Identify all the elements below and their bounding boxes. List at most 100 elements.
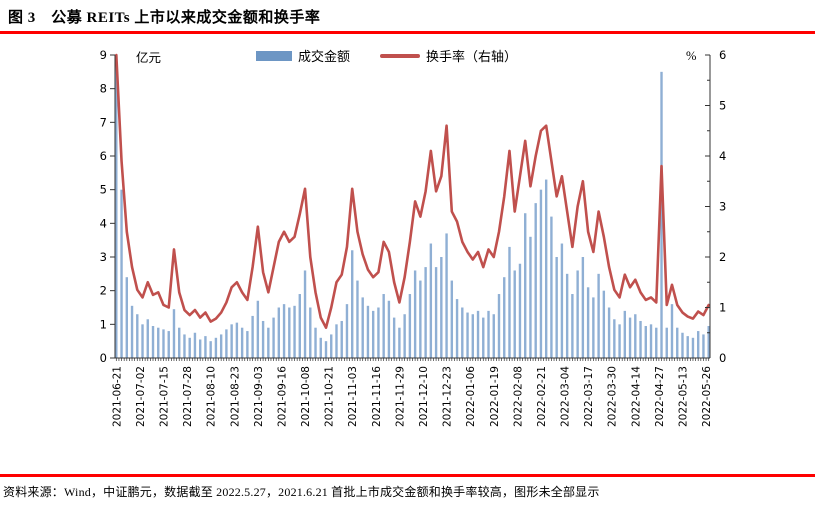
bar-amount	[492, 314, 495, 358]
bar-amount	[178, 327, 181, 358]
x-tick-label: 2021-10-08	[300, 366, 312, 427]
x-tick-label: 2022-05-13	[677, 366, 689, 427]
x-tick-label: 2022-03-04	[560, 366, 572, 427]
bar-amount	[146, 319, 149, 358]
bar-amount	[282, 304, 286, 358]
bar-amount	[235, 322, 239, 358]
bar-amount	[592, 297, 595, 358]
right-tick-label: 1	[719, 301, 726, 315]
bar-amount	[644, 326, 647, 358]
legend-item-turnover: 换手率（右轴）	[380, 46, 517, 65]
x-tick-label: 2022-03-30	[607, 366, 619, 427]
bar-amount	[219, 334, 223, 358]
figure-title: 图 3 公募 REITs 上市以来成交金额和换手率	[8, 10, 321, 26]
chart-legend: 成交金额 换手率（右轴）	[89, 46, 684, 65]
bar-amount	[424, 267, 427, 358]
bar-amount	[267, 327, 270, 358]
bar-amount	[466, 312, 469, 358]
bar-amount	[461, 307, 464, 358]
bar-amount	[167, 331, 170, 358]
legend-label-turnover: 换手率（右轴）	[426, 49, 518, 64]
left-tick-label: 0	[100, 351, 107, 365]
bar-amount	[246, 331, 249, 358]
x-tick-label: 2021-09-03	[253, 366, 265, 427]
x-tick-label: 2021-12-23	[442, 366, 454, 427]
bar-amount	[623, 310, 627, 358]
x-tick-label: 2021-07-28	[182, 366, 194, 427]
bar-amount	[560, 243, 564, 358]
x-tick-label: 2021-06-21	[111, 366, 123, 427]
line-turnover	[115, 53, 710, 329]
bar-amount	[508, 246, 511, 358]
right-tick-label: 4	[719, 149, 726, 163]
bar-amount	[157, 327, 160, 358]
bar-amount	[419, 280, 422, 358]
bar-amount	[702, 334, 705, 358]
bar-amount	[476, 310, 480, 358]
bar-amount	[330, 334, 333, 358]
x-tick-label: 2021-10-21	[324, 366, 336, 427]
right-axis-title: %	[686, 49, 697, 63]
bar-amount	[392, 317, 396, 358]
bar-amount	[340, 320, 343, 358]
left-tick-label: 8	[100, 82, 107, 96]
bar-amount	[225, 329, 228, 358]
legend-item-amount: 成交金额	[255, 46, 350, 65]
right-tick-label: 0	[719, 351, 726, 365]
bar-amount	[628, 317, 632, 358]
bar-amount	[497, 294, 501, 358]
x-tick-label: 2022-02-08	[512, 366, 524, 427]
x-tick-label: 2021-08-10	[206, 366, 218, 427]
bar-amount	[351, 250, 354, 358]
x-tick-label: 2021-12-10	[418, 366, 430, 427]
right-tick-label: 5	[719, 99, 726, 113]
bar-amount	[576, 270, 579, 358]
x-tick-label: 2021-11-29	[394, 366, 406, 427]
bar-amount	[686, 336, 689, 358]
right-tick-label: 2	[719, 250, 726, 264]
left-tick-label: 9	[100, 48, 107, 62]
x-tick-label: 2022-03-17	[583, 366, 595, 427]
bar-amount	[434, 267, 438, 358]
bar-amount	[445, 233, 448, 358]
bar-amount	[665, 327, 668, 358]
bar-amount	[272, 317, 275, 358]
bar-amount	[136, 314, 139, 358]
bar-amount	[214, 337, 218, 358]
bar-amount	[324, 341, 328, 358]
bar-amount	[398, 327, 401, 358]
bar-amount	[676, 327, 679, 358]
x-tick-label: 2022-02-21	[536, 366, 548, 427]
bar-amount	[172, 309, 176, 358]
bar-amount	[634, 314, 637, 358]
bar-amount	[529, 236, 532, 358]
bar-amount	[319, 337, 322, 358]
bar-amount	[471, 314, 474, 358]
bar-amount	[303, 270, 307, 358]
title-rule	[0, 31, 815, 34]
footer-rule	[0, 474, 815, 477]
x-tick-label: 2021-07-02	[135, 366, 147, 427]
bar-amount	[403, 314, 406, 358]
bar-amount	[455, 299, 459, 358]
bar-amount	[251, 315, 254, 358]
x-tick-label: 2022-01-06	[465, 366, 477, 427]
bar-amount	[335, 324, 338, 358]
bar-amount	[209, 341, 212, 358]
bar-amount	[429, 243, 433, 358]
bar-amount	[230, 324, 233, 358]
bar-amount	[198, 339, 202, 358]
bar-amount	[518, 263, 522, 358]
x-tick-label: 2022-01-19	[489, 366, 501, 427]
left-axis-title: 亿元	[136, 51, 162, 65]
left-tick-label: 4	[100, 216, 107, 230]
x-tick-label: 2021-08-23	[229, 366, 241, 427]
bar-amount	[309, 307, 312, 358]
bar-amount	[261, 320, 265, 358]
left-tick-label: 7	[100, 115, 107, 129]
bar-amount	[183, 334, 186, 358]
bar-amount	[524, 213, 527, 358]
figure: 0 1 2 3 4 5 6 7 8 9 0 1 2 3 4 5 6 2021-06-21 2021-07-02 202…	[0, 36, 815, 472]
x-tick-label: 2021-07-15	[158, 366, 170, 427]
bar-amount	[503, 277, 506, 358]
